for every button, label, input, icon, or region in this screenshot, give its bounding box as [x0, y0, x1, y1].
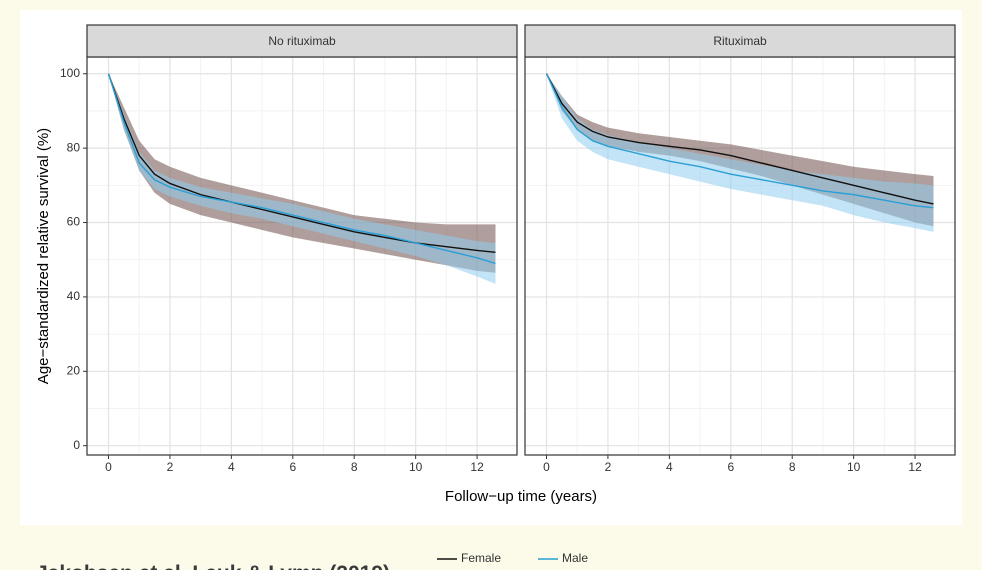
x-tick-label: 0 [543, 460, 550, 474]
x-tick-label: 10 [847, 460, 861, 474]
x-tick-label: 8 [789, 460, 796, 474]
y-tick-label: 0 [73, 438, 80, 452]
x-tick-label: 10 [409, 460, 423, 474]
y-tick-label: 60 [67, 215, 81, 229]
x-axis-title: Follow−up time (years) [445, 488, 597, 505]
y-tick-label: 80 [67, 140, 81, 154]
x-tick-label: 12 [470, 460, 484, 474]
facet-title: No rituximab [268, 34, 336, 48]
y-tick-label: 20 [67, 363, 81, 377]
legend-label: Male [562, 551, 588, 565]
survival-line [107, 73, 496, 265]
x-tick-label: 2 [167, 460, 174, 474]
y-tick-label: 40 [67, 289, 81, 303]
x-tick-label: 6 [727, 460, 734, 474]
x-tick-label: 4 [666, 460, 673, 474]
confidence-band [108, 73, 496, 273]
survival-line [545, 73, 934, 209]
survival-line [107, 73, 496, 253]
x-tick-label: 2 [605, 460, 612, 474]
caption: Jakobsen et al. Leuk & Lymp (2019) [36, 562, 390, 570]
y-tick-label: 100 [60, 66, 80, 80]
x-tick-label: 6 [289, 460, 296, 474]
confidence-band [108, 73, 496, 284]
facet-title: Rituximab [713, 34, 767, 48]
facet-strip [86, 24, 518, 58]
x-tick-label: 8 [351, 460, 358, 474]
survival-line [545, 73, 934, 205]
x-tick-label: 0 [105, 460, 112, 474]
legend-label: Female [461, 551, 501, 565]
x-tick-label: 12 [908, 460, 922, 474]
facet-strip [524, 24, 956, 58]
y-axis-title: Age−standardized relative survival (%) [35, 128, 52, 384]
panel-background [525, 57, 955, 455]
x-tick-label: 4 [228, 460, 235, 474]
